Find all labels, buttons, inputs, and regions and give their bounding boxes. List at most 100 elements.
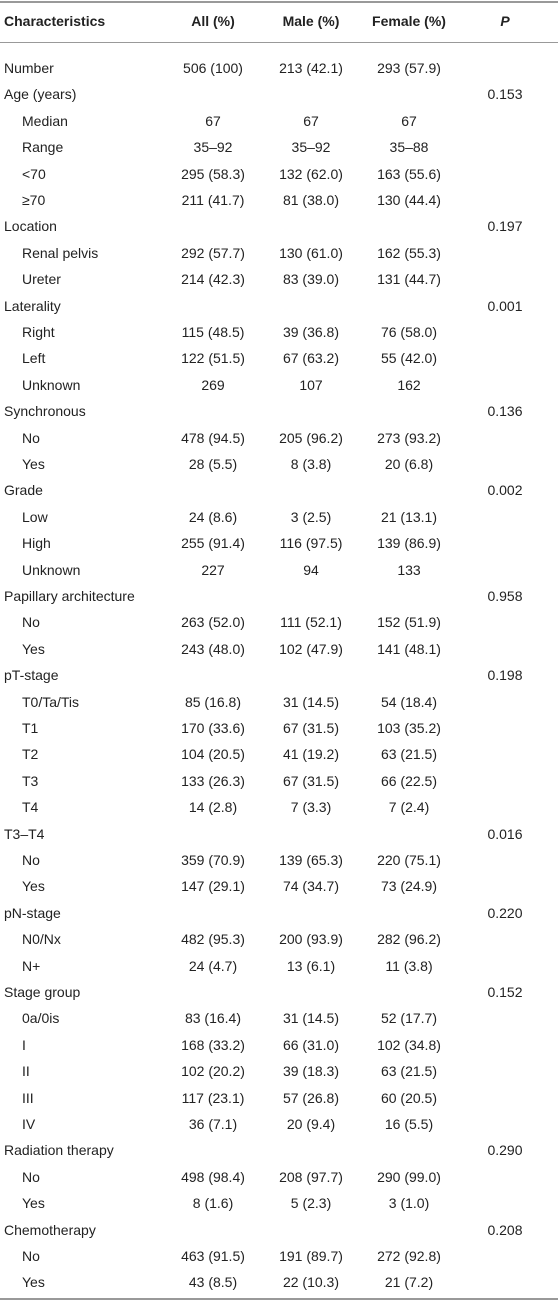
value-cell: 66 (31.0) xyxy=(282,1036,340,1053)
value-cell: 141 (48.1) xyxy=(377,640,441,657)
value-cell: 3 (1.0) xyxy=(388,1195,430,1212)
value-cell: 7 (3.3) xyxy=(290,799,332,816)
value-cell: 52 (17.7) xyxy=(380,1010,438,1027)
bottom-rule xyxy=(0,1298,558,1300)
value-cell: 41 (19.2) xyxy=(282,746,340,763)
row-label: T2 xyxy=(22,746,39,763)
value-cell: 132 (62.0) xyxy=(279,165,343,182)
value-cell: 102 (34.8) xyxy=(377,1036,441,1053)
group-label: Radiation therapy xyxy=(4,1142,114,1159)
value-cell: 35–92 xyxy=(291,139,331,156)
value-cell: 31 (14.5) xyxy=(282,1010,340,1027)
group-label: Location xyxy=(4,218,57,235)
value-cell: 213 (42.1) xyxy=(279,60,343,76)
value-cell: 152 (51.9) xyxy=(377,614,441,631)
row-label: Yes xyxy=(22,640,45,657)
value-cell: 67 xyxy=(205,112,221,129)
value-cell: 107 xyxy=(299,376,323,393)
row-label: Low xyxy=(22,508,48,525)
row-label: Yes xyxy=(22,878,45,895)
value-cell: 74 (34.7) xyxy=(282,878,340,895)
group-label: Synchronous xyxy=(4,403,86,420)
value-cell: 60 (20.5) xyxy=(380,1089,438,1106)
row-label: Ureter xyxy=(22,271,61,288)
value-cell: 85 (16.8) xyxy=(184,693,242,710)
value-cell: 139 (86.9) xyxy=(377,535,441,552)
p-value: 0.290 xyxy=(487,1142,523,1159)
value-cell: 463 (91.5) xyxy=(181,1248,245,1264)
value-cell: 67 (63.2) xyxy=(282,350,340,367)
row-label: T4 xyxy=(22,799,39,816)
group-label: Papillary architecture xyxy=(4,588,135,604)
value-cell: 14 (2.8) xyxy=(188,799,238,816)
row-label: Renal pelvis xyxy=(22,244,99,261)
value-cell: 191 (89.7) xyxy=(279,1248,343,1264)
row-label: N0/Nx xyxy=(22,931,61,948)
value-cell: 163 (55.6) xyxy=(377,165,441,182)
value-cell: 3 (2.5) xyxy=(290,508,332,525)
value-cell: 359 (70.9) xyxy=(181,852,245,868)
header-rule xyxy=(0,42,558,43)
value-cell: 478 (94.5) xyxy=(181,429,245,446)
value-cell: 22 (10.3) xyxy=(282,1274,340,1291)
value-cell: 102 (47.9) xyxy=(279,640,343,657)
value-cell: 102 (20.2) xyxy=(181,1063,245,1080)
value-cell: 482 (95.3) xyxy=(181,931,245,948)
value-cell: 111 (52.1) xyxy=(280,614,342,631)
p-value: 0.152 xyxy=(487,984,523,1000)
value-cell: 13 (6.1) xyxy=(286,957,336,974)
group-label: Laterality xyxy=(4,297,61,314)
row-label: Yes xyxy=(22,456,45,472)
group-label: T3–T4 xyxy=(4,825,45,842)
value-cell: 35–88 xyxy=(389,139,429,156)
row-label: High xyxy=(22,535,51,552)
value-cell: 220 (75.1) xyxy=(377,852,441,868)
row-label: T1 xyxy=(22,720,39,736)
value-cell: 35–92 xyxy=(193,139,233,156)
row-label: Number xyxy=(4,60,54,76)
value-cell: 117 (23.1) xyxy=(181,1089,245,1106)
value-cell: 67 xyxy=(303,112,319,129)
group-label: pT-stage xyxy=(4,667,59,684)
value-cell: 162 xyxy=(397,376,421,393)
value-cell: 24 (8.6) xyxy=(188,508,238,525)
row-label: Yes xyxy=(22,1274,45,1291)
row-label: No xyxy=(22,1248,40,1264)
value-cell: 263 (52.0) xyxy=(181,614,245,631)
row-label: Right xyxy=(22,324,55,340)
value-cell: 122 (51.5) xyxy=(181,350,245,367)
value-cell: 83 (39.0) xyxy=(282,271,340,288)
header-cell: Characteristics xyxy=(4,13,106,29)
row-label: T3 xyxy=(22,772,39,789)
value-cell: 133 xyxy=(397,561,421,578)
row-label: No xyxy=(22,1168,40,1185)
group-label: Age (years) xyxy=(4,86,77,103)
value-cell: 130 (44.4) xyxy=(377,192,441,208)
value-cell: 255 (91.4) xyxy=(181,535,245,552)
p-value: 0.198 xyxy=(487,667,523,684)
p-value: 0.016 xyxy=(487,825,523,842)
value-cell: 67 xyxy=(401,112,417,129)
value-cell: 295 (58.3) xyxy=(181,165,245,182)
row-label: <70 xyxy=(22,165,46,182)
value-cell: 8 (3.8) xyxy=(290,456,332,472)
p-value: 0.197 xyxy=(487,218,523,235)
value-cell: 170 (33.6) xyxy=(181,720,245,736)
row-label: I xyxy=(22,1036,26,1053)
header-cell: Male (%) xyxy=(282,13,340,29)
value-cell: 55 (42.0) xyxy=(380,350,438,367)
header-cell: P xyxy=(500,13,510,29)
header-cell: All (%) xyxy=(191,13,235,29)
value-cell: 498 (98.4) xyxy=(181,1168,245,1185)
row-label: Unknown xyxy=(22,561,81,578)
value-cell: 73 (24.9) xyxy=(380,878,438,895)
group-label: Grade xyxy=(4,482,43,499)
value-cell: 20 (9.4) xyxy=(286,1116,336,1132)
value-cell: 36 (7.1) xyxy=(188,1116,238,1132)
value-cell: 103 (35.2) xyxy=(377,720,441,736)
value-cell: 130 (61.0) xyxy=(279,244,343,261)
p-value: 0.136 xyxy=(487,403,523,420)
value-cell: 290 (99.0) xyxy=(377,1168,441,1185)
value-cell: 8 (1.6) xyxy=(192,1195,234,1212)
